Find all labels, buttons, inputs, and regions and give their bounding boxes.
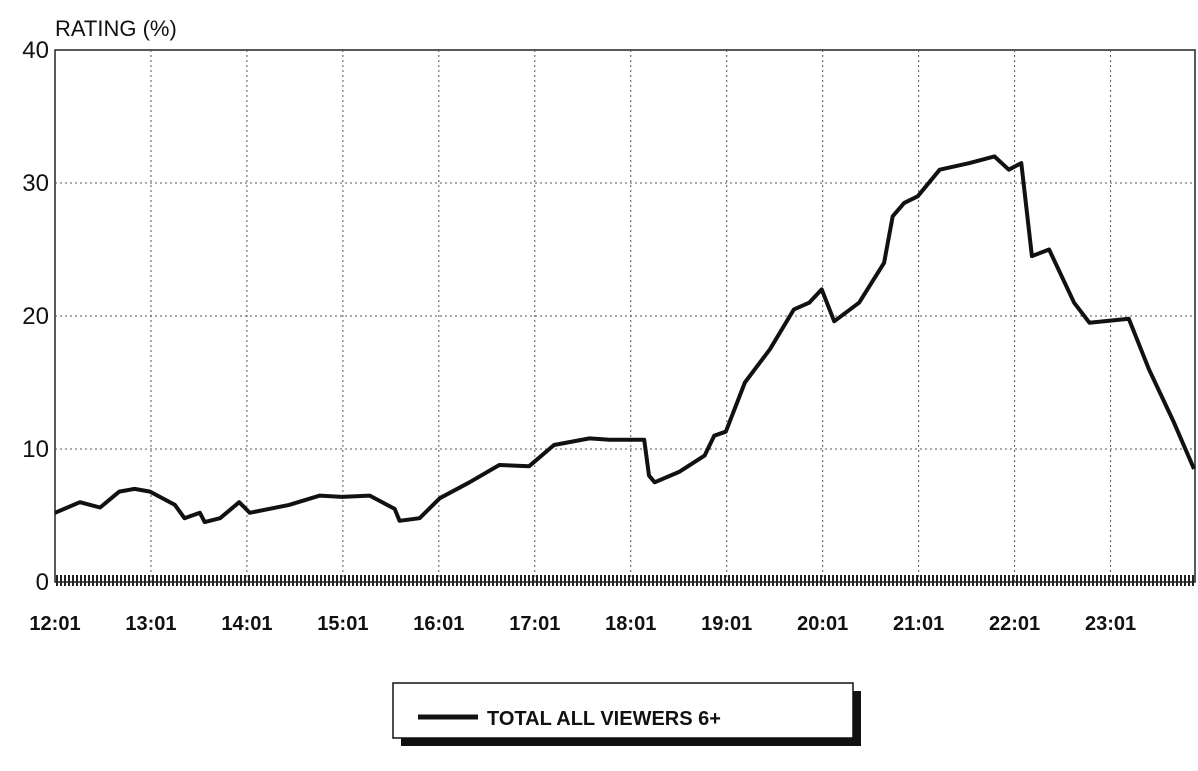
y-tick-label: 0 bbox=[36, 569, 49, 596]
x-tick-label: 23:01 bbox=[1085, 613, 1136, 635]
x-tick-label: 15:01 bbox=[317, 613, 368, 635]
x-tick-label: 22:01 bbox=[989, 613, 1040, 635]
legend: TOTAL ALL VIEWERS 6+ bbox=[392, 682, 861, 746]
x-tick-label: 14:01 bbox=[221, 613, 272, 635]
y-axis-label: RATING (%) bbox=[55, 16, 177, 41]
x-tick-label: 18:01 bbox=[605, 613, 656, 635]
x-tick-label: 13:01 bbox=[125, 613, 176, 635]
x-tick-label: 12:01 bbox=[29, 613, 80, 635]
baseline-hatch bbox=[55, 575, 1195, 586]
x-tick-label: 20:01 bbox=[797, 613, 848, 635]
y-tick-label: 10 bbox=[22, 436, 49, 463]
x-tick-label: 19:01 bbox=[701, 613, 752, 635]
x-tick-label: 21:01 bbox=[893, 613, 944, 635]
y-tick-label: 20 bbox=[22, 303, 49, 330]
x-tick-label: 17:01 bbox=[509, 613, 560, 635]
legend-box bbox=[392, 682, 854, 739]
line-series bbox=[54, 154, 1196, 525]
x-tick-label: 16:01 bbox=[413, 613, 464, 635]
y-tick-label: 40 bbox=[22, 37, 49, 64]
legend-label: TOTAL ALL VIEWERS 6+ bbox=[487, 708, 721, 730]
y-tick-label: 30 bbox=[22, 170, 49, 197]
